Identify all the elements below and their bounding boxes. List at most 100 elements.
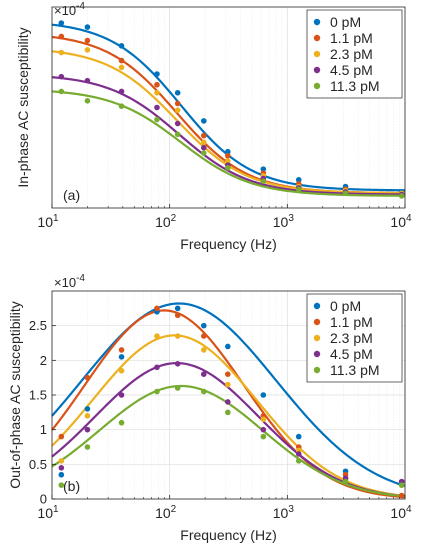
data-point: [118, 354, 125, 360]
data-point: [84, 98, 91, 104]
data-point: [200, 333, 207, 339]
data-point: [174, 312, 181, 319]
legend-entry: 4.5 pM: [330, 62, 373, 78]
data-point: [225, 152, 231, 159]
data-point: [118, 88, 125, 95]
data-point: [174, 107, 181, 113]
data-point: [174, 131, 181, 138]
data-point: [398, 482, 405, 488]
data-point: [295, 451, 302, 457]
legend-marker: [313, 34, 321, 42]
data-point: [154, 364, 160, 371]
data-point: [200, 388, 207, 395]
legend-marker: [313, 302, 321, 310]
fit-curve-0-pm: [51, 302, 406, 488]
legend-marker: [313, 18, 321, 26]
y-axis-label: Out-of-phase AC susceptibility: [7, 301, 23, 489]
data-point: [295, 458, 302, 464]
x-tick-label: 104: [390, 504, 412, 521]
data-point: [118, 419, 125, 426]
x-tick-label: 102: [155, 504, 177, 521]
data-point: [84, 24, 91, 30]
x-tick-label: 101: [37, 504, 59, 521]
data-point: [174, 385, 181, 391]
data-point: [260, 178, 267, 184]
data-point: [225, 381, 231, 388]
data-point: [118, 367, 125, 374]
data-point: [295, 433, 302, 440]
y-tick-label: 2.5: [29, 318, 47, 333]
data-point: [84, 426, 91, 433]
fit-curve-1-1-pm: [51, 309, 406, 499]
legend-marker: [313, 82, 321, 90]
data-point: [58, 49, 65, 56]
data-point: [225, 371, 231, 378]
data-point: [84, 413, 91, 419]
x-tick-label: 104: [390, 213, 412, 230]
data-point: [84, 444, 91, 450]
data-point: [260, 416, 267, 423]
x-axis-label: Frequency (Hz): [180, 527, 276, 543]
data-point: [260, 426, 267, 433]
data-point: [58, 482, 65, 488]
legend-entry: 4.5 pM: [330, 346, 373, 362]
data-point: [154, 89, 160, 96]
legend-entry: 11.3 pM: [330, 362, 380, 378]
data-point: [84, 374, 91, 381]
data-point: [118, 103, 125, 109]
data-point: [154, 305, 160, 312]
y-exponent-label: ×10-4: [54, 273, 85, 290]
legend-entry: 1.1 pM: [330, 314, 373, 330]
y-axis-label: In-phase AC susceptibility: [15, 27, 31, 187]
data-point: [200, 132, 207, 139]
data-point: [58, 433, 65, 440]
data-point: [200, 118, 207, 124]
data-point: [58, 465, 65, 471]
data-point: [260, 433, 267, 440]
legend-box: [306, 293, 403, 383]
y-tick-label: 1: [40, 422, 47, 437]
y-tick-label: 0.5: [29, 457, 47, 472]
data-point: [260, 392, 267, 398]
data-point: [200, 347, 207, 353]
data-point: [58, 458, 65, 464]
data-point: [174, 120, 181, 127]
data-point: [200, 139, 207, 146]
data-point: [225, 399, 231, 405]
data-point: [342, 478, 349, 485]
data-point: [200, 322, 207, 329]
legend-entry: 1.1 pM: [330, 30, 373, 46]
data-point: [84, 47, 91, 53]
data-point: [225, 165, 231, 171]
x-tick-label: 103: [273, 504, 295, 521]
legend-marker: [313, 318, 321, 326]
legend-entry: 0 pM: [330, 14, 361, 30]
x-axis-label: Frequency (Hz): [180, 236, 276, 252]
data-point: [118, 392, 125, 398]
data-point: [154, 104, 160, 111]
data-point: [154, 71, 160, 77]
data-point: [225, 343, 231, 350]
legend-entry: 2.3 pM: [330, 46, 373, 62]
y-tick-label: 1.5: [29, 388, 47, 403]
data-point: [174, 361, 181, 367]
data-point: [398, 492, 405, 499]
x-tick-label: 102: [155, 213, 177, 230]
fit-curve-11-3-pm: [51, 90, 406, 197]
legend-marker: [313, 66, 321, 74]
y-tick-label: 0: [40, 492, 47, 507]
data-point: [84, 77, 91, 84]
legend-entry: 11.3 pM: [330, 78, 380, 94]
data-point: [200, 371, 207, 378]
chart-panel-a: 101 102 103 104 ×10-4 Frequency (Hz) In-phase …: [15, 1, 412, 252]
data-point: [118, 43, 125, 49]
panel-label: (b): [63, 478, 80, 494]
data-point: [58, 73, 65, 80]
data-point: [154, 388, 160, 395]
data-point: [154, 333, 160, 339]
legend-marker: [313, 366, 321, 374]
data-point: [200, 150, 207, 156]
data-point: [225, 148, 231, 155]
